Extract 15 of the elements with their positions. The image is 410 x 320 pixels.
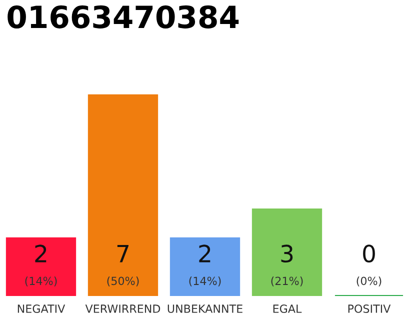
bar [170,237,240,296]
chart-title: 01663470384 [8,5,239,28]
x-tick-label: NEGATIV [18,304,66,313]
x-tick-label: UNBEKANNTE [168,304,242,313]
data-label: 3 (21%) [271,244,303,286]
data-label: 2 (14%) [189,244,221,286]
bar [88,94,158,296]
x-tick-label: POSITIV [348,304,391,313]
data-label: 2 (14%) [25,244,57,286]
bar [252,208,322,296]
x-tick-label: EGAL [273,304,302,313]
data-label: 7 (50%) [107,244,139,286]
x-tick-label: VERWIRREND [85,304,160,313]
data-label: 0 (0%) [356,244,382,286]
bar [6,237,76,296]
